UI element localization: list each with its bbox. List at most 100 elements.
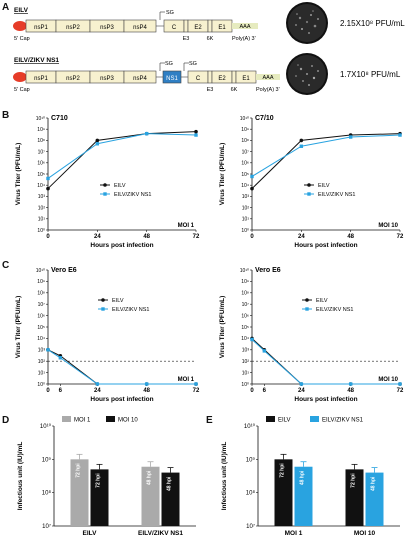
y-tick-label: 10⁰ bbox=[37, 382, 45, 388]
y-tick-label: 10⁷ bbox=[242, 302, 250, 308]
y-axis-label: Virus Titer (PFU/mL) bbox=[15, 143, 22, 206]
series-line-eilv bbox=[251, 133, 401, 189]
chart-e-bar: 10⁷ 10⁸ 10⁹ 10¹⁰ Infectious unit (IU)/mL EILV… bbox=[221, 416, 400, 537]
y-tick-label: 10⁹ bbox=[37, 279, 45, 285]
y-tick-label: 10² bbox=[38, 205, 46, 211]
aaa-label: AAA bbox=[239, 24, 250, 30]
bar bbox=[365, 472, 384, 526]
x-tick-label: 72 bbox=[397, 388, 404, 394]
moi-annotation: MOI 1 bbox=[178, 377, 195, 383]
bar-label: 72 hpi bbox=[280, 463, 286, 478]
plaque-image-ns1 bbox=[286, 53, 328, 95]
gene-e3 bbox=[183, 19, 189, 33]
data-point bbox=[194, 129, 198, 134]
y-tick-label: 10⁸ bbox=[42, 490, 52, 497]
y-tick-label: 10⁰ bbox=[241, 228, 249, 234]
data-point bbox=[348, 382, 353, 386]
data-point bbox=[250, 186, 254, 191]
x-tick-label: 72 bbox=[397, 234, 404, 240]
construct-eilv bbox=[25, 11, 258, 33]
bar bbox=[70, 459, 89, 526]
data-point bbox=[95, 142, 100, 146]
y-tick-label: 10⁸ bbox=[241, 291, 249, 297]
legend-label-eilv: EILV bbox=[318, 183, 330, 189]
legend-label-ns1: EILV/ZIKV NS1 bbox=[114, 192, 152, 198]
y-tick-label: 10⁷ bbox=[242, 149, 250, 155]
legend-swatch bbox=[266, 416, 275, 422]
gene-label: nsP1 bbox=[34, 25, 48, 31]
y-tick-label: 10⁵ bbox=[241, 172, 249, 178]
data-point bbox=[46, 186, 50, 191]
legend-label: EILV/ZIKV NS1 bbox=[322, 418, 364, 424]
x-tick-label: 0 bbox=[250, 388, 254, 394]
y-tick-label: 10⁷ bbox=[246, 523, 255, 530]
legend-marker-ns1 bbox=[103, 192, 107, 196]
bar bbox=[294, 466, 313, 526]
data-point bbox=[299, 138, 304, 143]
y-tick-label: 10² bbox=[38, 359, 46, 365]
y-tick-label: 10⁶ bbox=[241, 161, 249, 167]
cap-label: 5' Cap bbox=[14, 36, 30, 42]
y-tick-label: 10⁴ bbox=[241, 183, 249, 189]
x-axis-label: Hours post infection bbox=[294, 242, 357, 249]
y-tick-label: 10⁷ bbox=[38, 302, 46, 308]
x-axis-label: Hours post infection bbox=[294, 396, 357, 403]
data-point bbox=[348, 135, 353, 139]
x-tick-label: 0 bbox=[46, 234, 50, 240]
legend-label: EILV bbox=[278, 418, 291, 424]
gene-label: nsP2 bbox=[66, 76, 80, 82]
y-tick-label: 10⁹ bbox=[37, 127, 45, 133]
y-tick-label: 10⁸ bbox=[37, 291, 45, 297]
panel-label-e: E bbox=[206, 415, 213, 426]
x-tick-label: 6 bbox=[59, 388, 63, 394]
x-tick-label: 48 bbox=[347, 388, 354, 394]
titer-eilv: 2.15X10⁸ PFU/mL bbox=[340, 19, 405, 28]
data-point bbox=[250, 337, 254, 342]
y-tick-label: 10¹ bbox=[242, 370, 250, 376]
polya-label: Poly(A) 3' bbox=[256, 87, 280, 93]
x-category-label: EILV bbox=[83, 530, 98, 537]
legend-marker-eilv bbox=[101, 298, 105, 302]
legend-swatch bbox=[106, 416, 115, 422]
titer-ns1: 1.7X10⁸ PFU/mL bbox=[340, 70, 401, 79]
chart-d-bar: 10⁷ 10⁸ 10⁹ 10¹⁰ Infectious unit (IU)/mL MOI … bbox=[17, 416, 196, 537]
y-tick-label: 10⁵ bbox=[37, 172, 45, 178]
legend-marker-eilv bbox=[103, 183, 107, 187]
x-category-label: MOI 10 bbox=[354, 530, 376, 537]
data-point bbox=[58, 356, 63, 360]
y-tick-label: 10⁹ bbox=[246, 456, 256, 463]
chart-b-c710-moi10: 10⁰ 10¹ 10² 10³ 10⁴ 10⁵ 10⁶ 10⁷ 10⁸ 10⁹ 10¹⁰ 0 24 48 7… bbox=[219, 115, 404, 249]
x-tick-label: 72 bbox=[193, 388, 200, 394]
data-point bbox=[95, 382, 100, 386]
bar-label: 72 hpi bbox=[351, 473, 357, 488]
construct-name-eilv: EILV bbox=[14, 7, 29, 14]
y-tick-label: 10⁶ bbox=[37, 161, 45, 167]
x-tick-label: 48 bbox=[347, 234, 354, 240]
y-tick-label: 10⁷ bbox=[42, 523, 51, 530]
y-tick-label: 10⁶ bbox=[37, 313, 45, 319]
x-tick-label: 72 bbox=[193, 234, 200, 240]
series-line-ns1 bbox=[251, 134, 401, 177]
data-point bbox=[194, 382, 198, 386]
bar bbox=[141, 466, 160, 526]
gene-label: nsP3 bbox=[100, 25, 114, 31]
data-point bbox=[250, 174, 254, 179]
gene-label: nsP2 bbox=[66, 25, 80, 31]
y-tick-label: 10¹⁰ bbox=[240, 268, 249, 274]
x-tick-label: 24 bbox=[94, 234, 101, 240]
legend-marker-ns1 bbox=[307, 192, 311, 196]
panel-label-b: B bbox=[2, 110, 10, 121]
y-tick-label: 10⁴ bbox=[37, 183, 45, 189]
y-tick-label: 10¹ bbox=[242, 217, 250, 223]
gene-label: nsP4 bbox=[133, 76, 147, 82]
y-tick-label: 10³ bbox=[38, 348, 46, 354]
bar bbox=[345, 469, 364, 526]
sg-label: SG bbox=[165, 61, 173, 67]
y-tick-label: 10¹⁰ bbox=[244, 423, 256, 430]
gene-label: E1 bbox=[242, 76, 250, 82]
bar-label: 72 hpi bbox=[96, 473, 102, 488]
panel-label-c: C bbox=[2, 260, 10, 271]
y-tick-label: 10⁰ bbox=[241, 382, 249, 388]
y-tick-label: 10⁹ bbox=[241, 127, 249, 133]
y-tick-label: 10⁵ bbox=[37, 325, 45, 331]
